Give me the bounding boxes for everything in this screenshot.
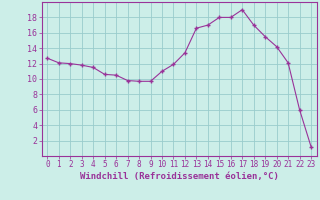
X-axis label: Windchill (Refroidissement éolien,°C): Windchill (Refroidissement éolien,°C) <box>80 172 279 181</box>
